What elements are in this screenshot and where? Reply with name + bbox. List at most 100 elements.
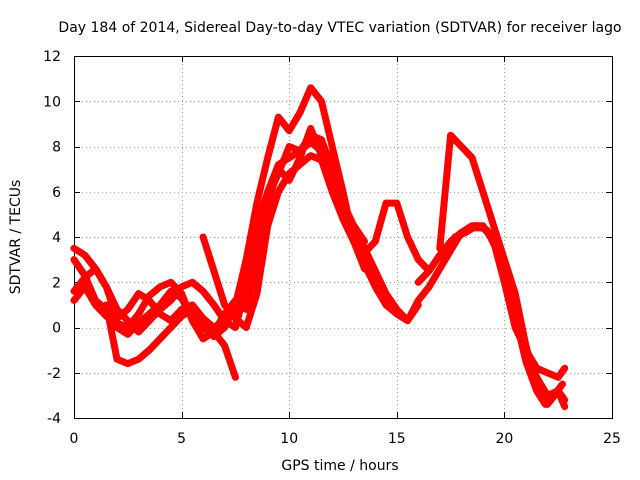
data-point — [350, 238, 357, 245]
y-tick-label: 0 — [52, 321, 61, 337]
data-point — [501, 267, 508, 274]
data-point — [415, 256, 422, 263]
y-tick-label: 6 — [52, 185, 61, 201]
data-point — [210, 329, 217, 335]
data-point — [253, 290, 260, 297]
data-point — [393, 200, 400, 207]
data-point — [383, 290, 389, 297]
data-point — [561, 403, 568, 410]
data-point — [484, 227, 491, 234]
data-point — [135, 320, 142, 326]
data-point — [243, 324, 250, 331]
data-point — [178, 306, 185, 313]
series-line — [70, 138, 433, 336]
data-point — [114, 356, 120, 363]
data-point — [561, 396, 568, 403]
data-point — [189, 317, 196, 324]
data-point — [441, 256, 448, 263]
y-tick-label: 10 — [43, 94, 61, 110]
data-point — [490, 222, 497, 229]
series-track-9 — [440, 222, 566, 408]
data-point — [512, 313, 519, 320]
data-point — [71, 256, 77, 263]
data-point — [200, 288, 207, 295]
data-point — [447, 132, 454, 139]
data-point — [124, 360, 131, 367]
data-point — [81, 274, 88, 281]
data-point — [436, 245, 443, 252]
data-series — [70, 84, 569, 411]
data-point — [542, 401, 549, 408]
data-point — [210, 301, 217, 308]
data-point — [451, 234, 458, 240]
data-point — [415, 297, 422, 304]
data-point — [436, 252, 443, 259]
y-tick-label: 4 — [52, 230, 61, 246]
y-tick-label: 2 — [52, 275, 61, 291]
data-point — [307, 152, 314, 159]
data-point — [561, 365, 568, 372]
data-point — [329, 143, 336, 150]
data-point — [307, 84, 314, 91]
data-point — [340, 188, 346, 195]
y-tick-label: -4 — [47, 411, 61, 427]
data-point — [167, 279, 174, 286]
data-point — [200, 324, 207, 331]
data-point — [189, 306, 196, 313]
data-point — [232, 297, 239, 304]
data-point — [340, 215, 346, 222]
data-point — [124, 331, 131, 338]
data-point — [318, 136, 325, 143]
data-point — [297, 154, 303, 161]
data-point — [492, 245, 499, 252]
data-point — [550, 392, 557, 399]
data-point — [71, 245, 77, 252]
data-point — [264, 222, 271, 229]
data-point — [157, 283, 164, 290]
data-point — [124, 324, 131, 331]
data-point — [221, 342, 228, 349]
x-tick-label: 20 — [495, 431, 513, 447]
y-tick-labels: -4 -2 0 2 4 6 8 10 12 — [43, 49, 61, 427]
data-point — [157, 306, 164, 313]
data-point — [232, 374, 239, 381]
data-point — [426, 267, 433, 274]
data-point — [157, 335, 164, 342]
y-axis-label: SDTVAR / TECUs — [8, 180, 24, 295]
data-point — [189, 279, 196, 286]
data-point — [533, 387, 540, 394]
data-point — [307, 125, 314, 132]
data-point — [372, 283, 379, 290]
data-point — [469, 154, 476, 161]
data-point — [114, 306, 120, 313]
data-point — [92, 301, 99, 308]
data-point — [297, 109, 303, 116]
x-tick-label: 15 — [388, 431, 406, 447]
data-point — [555, 374, 562, 381]
data-point — [275, 114, 282, 121]
data-point — [146, 347, 153, 354]
data-point — [167, 288, 174, 295]
data-point — [318, 98, 325, 105]
data-point — [221, 301, 228, 308]
data-point — [200, 234, 207, 240]
data-point — [286, 170, 293, 177]
x-axis-label: GPS time / hours — [281, 458, 398, 474]
data-point — [286, 143, 293, 150]
data-point — [264, 200, 271, 207]
data-point — [361, 261, 368, 268]
data-point — [221, 324, 228, 331]
data-point — [275, 166, 282, 173]
data-point — [479, 188, 486, 195]
data-point — [559, 381, 566, 388]
y-tick-label: 8 — [52, 140, 61, 156]
data-point — [264, 154, 271, 161]
x-tick-label: 25 — [603, 431, 621, 447]
data-point — [318, 157, 325, 164]
data-point — [124, 306, 131, 313]
data-point — [200, 315, 207, 322]
data-point — [92, 265, 99, 272]
x-tick-label: 5 — [177, 431, 186, 447]
data-point — [544, 369, 551, 376]
